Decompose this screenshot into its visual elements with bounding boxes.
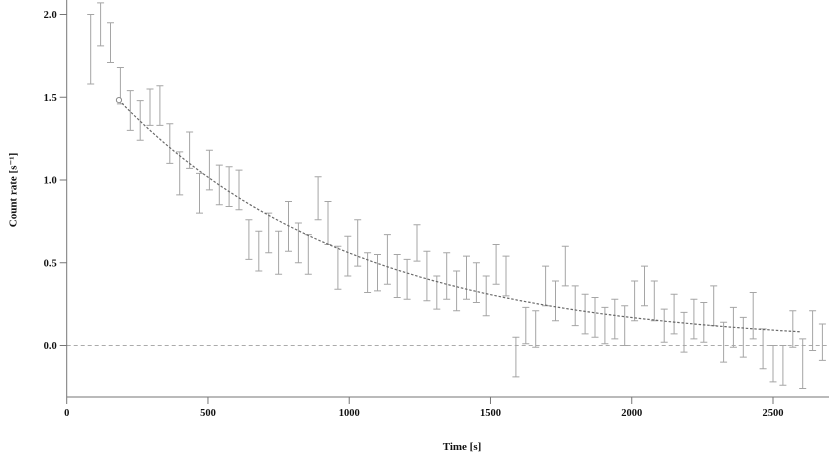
error-bar (334, 245, 342, 290)
error-bar (374, 254, 381, 292)
error-bar (641, 265, 648, 307)
error-bar (87, 14, 95, 85)
x-tick-label: 1000 (339, 408, 360, 419)
error-bar (245, 219, 253, 260)
error-bar (265, 212, 273, 254)
y-axis-title: Count rate [s⁻¹] (7, 152, 20, 228)
error-bar (799, 338, 807, 389)
error-bar (502, 255, 510, 297)
x-tick-label: 2000 (621, 408, 642, 419)
error-bar (601, 306, 609, 345)
x-tick-label: 500 (200, 408, 216, 419)
error-bar (492, 244, 500, 285)
error-bar (344, 235, 352, 277)
error-bar (680, 311, 688, 353)
error-bar (552, 280, 559, 322)
error-bar (749, 292, 757, 340)
error-bar (660, 308, 668, 343)
error-bar (107, 22, 114, 63)
error-bar (472, 262, 480, 303)
error-bar (176, 151, 184, 196)
error-bar (423, 250, 431, 302)
error-bar (136, 100, 144, 141)
error-bar (126, 90, 134, 131)
y-tick-label: 2.0 (44, 10, 57, 21)
error-bar (413, 224, 421, 262)
error-bar (215, 164, 223, 206)
error-bar (235, 169, 243, 211)
error-bar (779, 345, 787, 386)
error-bar (581, 293, 589, 335)
error-bar (650, 280, 658, 322)
error-bar (275, 230, 283, 275)
x-tick-label: 2500 (763, 408, 784, 419)
error-bar (710, 285, 718, 327)
y-tick-label: 0.0 (44, 341, 57, 352)
error-bar (739, 316, 747, 358)
error-bar (542, 265, 550, 307)
error-bar (789, 310, 797, 348)
error-bar (720, 321, 728, 363)
y-tick-label: 1.0 (44, 176, 57, 187)
error-bar (463, 255, 470, 300)
x-tick-label: 0 (64, 408, 69, 419)
error-bar (324, 201, 332, 245)
x-axis-title: Time [s] (442, 441, 482, 453)
error-bar (255, 230, 263, 272)
error-bar (354, 219, 362, 267)
error-bar (443, 252, 451, 300)
error-bar (433, 275, 441, 310)
error-bar (670, 293, 678, 335)
error-bar (482, 275, 490, 317)
error-bar (571, 285, 579, 327)
error-bar (314, 176, 322, 221)
error-bar (146, 88, 154, 126)
error-bar (156, 85, 164, 126)
error-bar (225, 166, 233, 207)
error-bar (591, 297, 599, 338)
fit-start-marker (115, 97, 123, 104)
error-bar (512, 336, 520, 378)
error-bar (383, 234, 391, 285)
error-bar (561, 245, 569, 287)
error-bar (196, 172, 203, 214)
y-tick-label: 0.5 (44, 258, 57, 269)
error-bar (294, 222, 302, 264)
error-bar (364, 252, 372, 293)
error-bar (403, 258, 411, 300)
y-tick-label: 1.5 (44, 93, 57, 104)
error-bar (166, 123, 174, 164)
error-bar (818, 323, 826, 361)
error-bar (393, 254, 401, 298)
error-bar (186, 131, 194, 169)
error-bar (759, 328, 767, 370)
x-tick-label: 1500 (480, 408, 501, 419)
error-bar (631, 280, 639, 322)
error-bar (700, 302, 708, 343)
error-bar (611, 298, 619, 340)
fit-curve (118, 99, 802, 333)
error-bar (769, 345, 777, 383)
error-bar (205, 149, 213, 191)
error-bar (532, 310, 540, 348)
error-bar (453, 270, 461, 312)
error-bar (690, 298, 698, 340)
error-bar (621, 305, 629, 346)
error-bar (97, 2, 105, 47)
error-bar (304, 234, 312, 275)
error-bar (522, 306, 530, 345)
error-bar (809, 310, 817, 351)
